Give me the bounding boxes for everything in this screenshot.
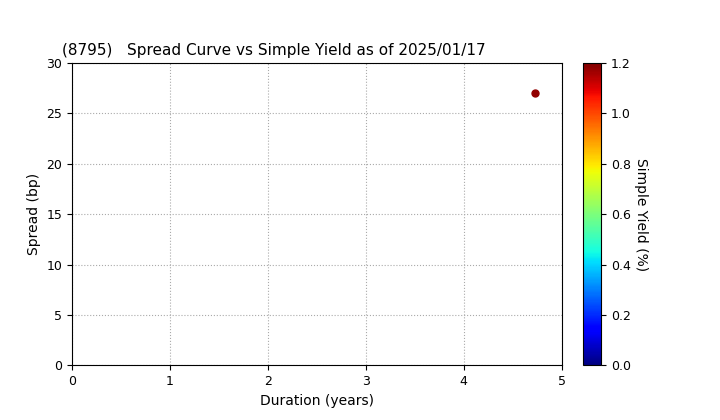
- Point: [529, 90, 541, 97]
- Y-axis label: Spread (bp): Spread (bp): [27, 173, 41, 255]
- Y-axis label: Simple Yield (%): Simple Yield (%): [634, 158, 647, 271]
- Text: (8795)   Spread Curve vs Simple Yield as of 2025/01/17: (8795) Spread Curve vs Simple Yield as o…: [62, 43, 486, 58]
- X-axis label: Duration (years): Duration (years): [260, 394, 374, 408]
